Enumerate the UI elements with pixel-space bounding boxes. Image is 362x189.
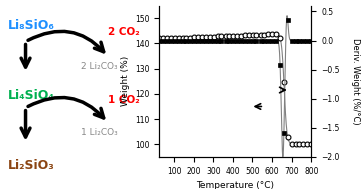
Text: 2 Li₂CO₃: 2 Li₂CO₃ [81,62,118,71]
Text: 1 CO₂: 1 CO₂ [108,95,140,105]
Text: 2 CO₂: 2 CO₂ [108,27,140,37]
Y-axis label: Weight (%): Weight (%) [121,56,130,106]
Y-axis label: Deriv. Weight (%/°C): Deriv. Weight (%/°C) [351,38,360,125]
Text: Li₄SiO₄: Li₄SiO₄ [8,89,54,102]
Text: Li₈SiO₆: Li₈SiO₆ [8,19,54,32]
Text: 1 Li₂CO₃: 1 Li₂CO₃ [81,128,118,137]
X-axis label: Temperature (°C): Temperature (°C) [196,181,274,189]
Text: Li₂SiO₃: Li₂SiO₃ [8,159,54,172]
